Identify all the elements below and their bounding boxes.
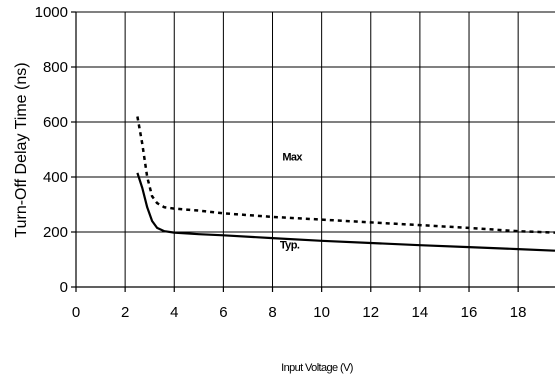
series-layer [136,116,556,252]
grid [76,11,555,287]
y-tick-label: 800 [43,59,68,76]
series-line-max [136,116,556,234]
y-tick-label: 200 [43,224,68,241]
y-tick-label: 400 [43,169,68,186]
x-tick-label: 0 [72,304,80,321]
annotation-label: Max [282,152,303,164]
x-axis-title: Input Voltage (V) [281,362,353,374]
axes [71,11,555,292]
x-tick-label: 14 [412,304,429,321]
x-tick-label: 2 [121,304,129,321]
y-tick-label: 600 [43,114,68,131]
y-axis-title: Turn-Off Delay Time (ns) [13,62,30,237]
y-tick-label: 1000 [35,4,68,21]
tick-labels: 0 200 400 600 800 1000 0 2 4 6 8 10 12 14 16 18 [35,4,527,321]
x-tick-label: 18 [510,304,527,321]
annotations: Max Typ. [280,152,304,252]
series-line-typ [136,172,556,252]
x-tick-label: 16 [461,304,478,321]
x-tick-label: 8 [268,304,276,321]
x-tick-label: 6 [219,304,227,321]
x-tick-label: 4 [170,304,178,321]
x-tick-label: 12 [362,304,379,321]
y-tick-label: 0 [60,279,68,296]
annotation-label: Typ. [280,240,300,252]
x-tick-label: 10 [313,304,330,321]
